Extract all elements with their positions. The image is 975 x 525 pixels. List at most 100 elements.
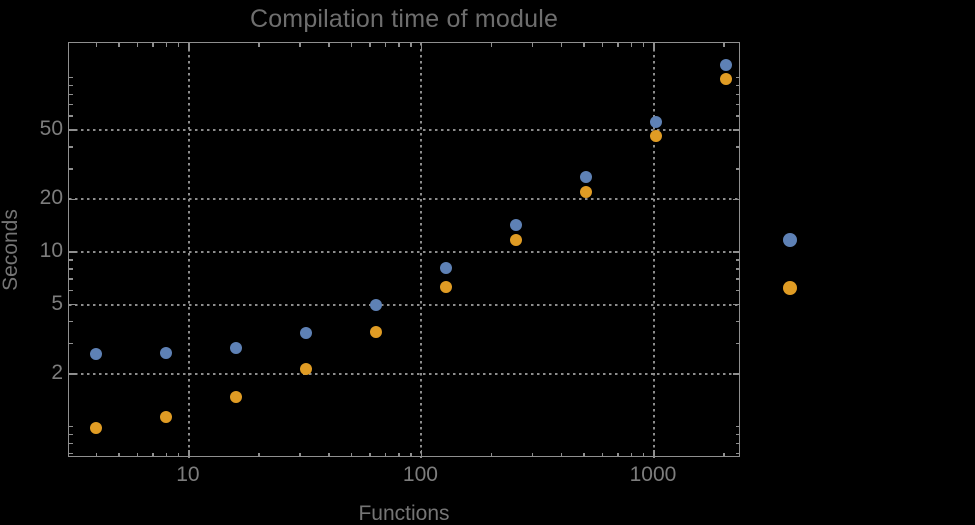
plot-area (68, 42, 741, 458)
data-point-series2-x16 (230, 391, 243, 404)
y-tick (69, 289, 73, 292)
x-tick (531, 43, 534, 47)
y-axis-label: Seconds (0, 209, 22, 291)
y-tick (735, 433, 740, 436)
y-tick (735, 442, 740, 445)
x-tick (369, 452, 371, 457)
y-tick-label-5: 5 (51, 291, 63, 315)
x-tick (630, 43, 633, 47)
x-tick (177, 452, 180, 457)
y-tick (735, 146, 740, 148)
data-point-series1-x256 (510, 218, 523, 231)
x-tick (617, 43, 619, 47)
y-tick (735, 320, 740, 323)
data-point-series2-x32 (300, 363, 313, 376)
gridline-x-10 (187, 43, 190, 458)
y-tick (732, 198, 740, 201)
y-tick (69, 76, 73, 79)
gridline-x-1000 (652, 43, 655, 458)
data-point-series2-x64 (370, 325, 383, 338)
x-tick (95, 452, 98, 457)
x-tick (299, 43, 301, 47)
x-tick (328, 452, 330, 457)
x-tick (95, 43, 98, 47)
y-tick (735, 452, 740, 455)
x-tick (152, 452, 154, 457)
x-tick (630, 452, 633, 457)
data-point-series1-x512 (580, 170, 593, 183)
y-tick (735, 425, 740, 428)
y-tick (69, 259, 73, 261)
y-tick (69, 373, 76, 375)
data-point-series1-x32 (300, 326, 313, 339)
x-tick (165, 452, 168, 457)
x-tick (258, 43, 260, 47)
x-tick (328, 43, 330, 47)
data-point-series1-x16 (230, 342, 243, 355)
x-tick (490, 452, 493, 457)
y-tick (69, 303, 76, 306)
y-tick (69, 198, 76, 201)
x-tick (642, 452, 645, 457)
gridline-x-100 (420, 43, 423, 458)
legend-marker-1 (783, 233, 797, 247)
y-tick (735, 259, 740, 261)
x-tick (601, 43, 604, 47)
y-tick (69, 342, 73, 344)
x-tick (350, 43, 353, 47)
y-tick-label-2: 2 (51, 360, 63, 384)
y-tick (69, 115, 73, 117)
data-point-series1-x64 (370, 298, 383, 311)
x-tick (398, 452, 400, 457)
y-tick-label-10: 10 (39, 239, 63, 263)
x-tick (583, 452, 585, 457)
y-tick (69, 84, 73, 87)
y-tick (732, 373, 740, 375)
x-tick (490, 43, 493, 47)
y-tick (69, 268, 73, 270)
x-tick (642, 43, 645, 47)
x-tick (177, 43, 180, 47)
x-tick-label-1000: 1000 (629, 463, 677, 486)
y-tick (735, 342, 740, 344)
x-tick (410, 452, 412, 457)
x-tick (299, 452, 301, 457)
data-point-series2-x8 (160, 410, 173, 423)
x-tick (560, 43, 563, 47)
x-tick (653, 43, 655, 50)
y-tick (735, 268, 740, 270)
x-tick (560, 452, 563, 457)
x-tick (531, 452, 534, 457)
data-point-series2-x4 (90, 422, 103, 435)
x-tick (653, 449, 655, 457)
y-tick (735, 93, 740, 96)
y-tick (69, 442, 73, 445)
y-tick (69, 129, 76, 131)
x-tick (118, 43, 120, 47)
y-tick (69, 251, 76, 253)
y-tick (69, 320, 73, 323)
x-tick (165, 43, 168, 47)
y-tick (732, 303, 740, 306)
y-tick (735, 103, 740, 106)
x-tick (723, 43, 725, 47)
y-tick (732, 129, 740, 131)
y-tick (69, 93, 73, 96)
y-tick (69, 168, 73, 170)
data-point-series2-x128 (440, 281, 453, 294)
x-tick (152, 43, 154, 47)
y-tick-label-20: 20 (39, 186, 63, 210)
y-tick (69, 452, 73, 455)
y-tick (735, 84, 740, 87)
y-tick (735, 115, 740, 117)
chart-title: Compilation time of module (249, 5, 559, 33)
x-tick (350, 452, 353, 457)
x-tick (398, 43, 400, 47)
x-tick-label-100: 100 (402, 463, 438, 486)
data-point-series1-x4 (90, 348, 103, 361)
gridline-y-10 (69, 251, 741, 254)
x-tick (420, 449, 423, 457)
data-point-series1-x128 (440, 261, 453, 274)
x-tick (583, 43, 585, 47)
